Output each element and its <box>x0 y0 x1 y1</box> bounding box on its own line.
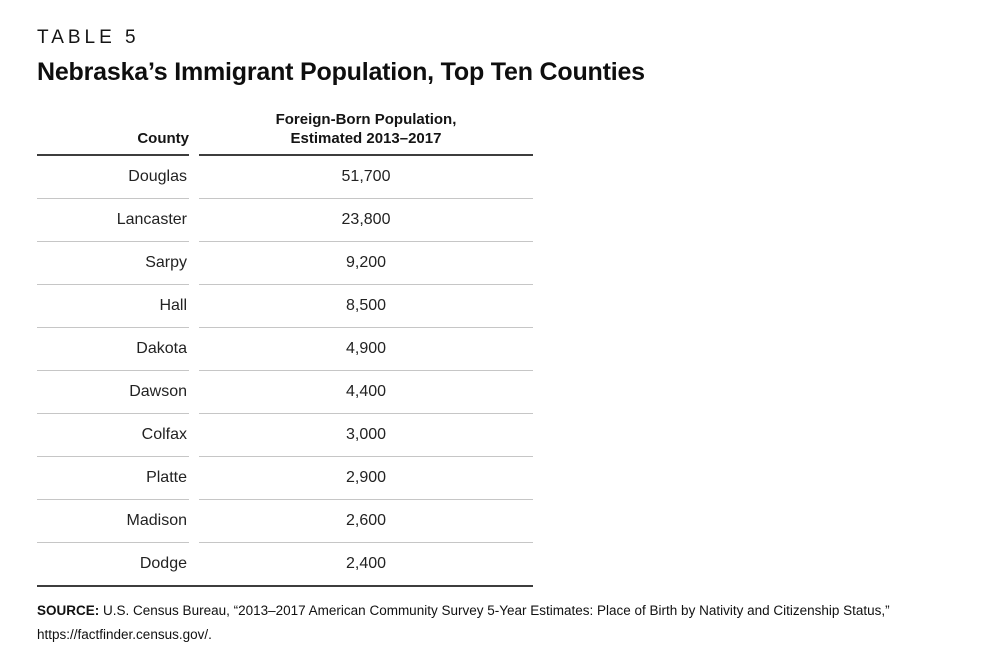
table-number-kicker: TABLE 5 <box>37 27 140 48</box>
county-cell: Sarpy <box>37 242 189 285</box>
value-cell: 4,900 <box>199 328 533 371</box>
table-row: Colfax 3,000 <box>37 414 533 457</box>
column-header-population: Foreign-Born Population, Estimated 2013–… <box>199 110 533 156</box>
value-cell: 23,800 <box>199 199 533 242</box>
table-row: Lancaster 23,800 <box>37 199 533 242</box>
column-header-county: County <box>37 110 189 156</box>
table-bottom-rule <box>37 584 533 587</box>
source-label: SOURCE: <box>37 602 100 618</box>
source-text-line2: https://factfinder.census.gov/. <box>37 626 212 642</box>
table-row: Dakota 4,900 <box>37 328 533 371</box>
value-cell: 3,000 <box>199 414 533 457</box>
value-cell: 2,600 <box>199 500 533 543</box>
table-row: Dawson 4,400 <box>37 371 533 414</box>
table-row: Madison 2,600 <box>37 500 533 543</box>
county-cell: Madison <box>37 500 189 543</box>
county-cell: Colfax <box>37 414 189 457</box>
value-cell: 2,400 <box>345 554 387 572</box>
table-row: Hall 8,500 <box>37 285 533 328</box>
county-cell: Hall <box>37 285 189 328</box>
county-cell: Douglas <box>37 156 189 199</box>
value-cell: 9,200 <box>199 242 533 285</box>
county-cell: Dawson <box>37 371 189 414</box>
county-cell: Dodge <box>139 554 187 572</box>
column-header-population-line2: Estimated 2013–2017 <box>290 130 442 147</box>
column-header-population-text: Foreign-Born Population, Estimated 2013–… <box>276 110 457 149</box>
table-row: Dodge 2,400 <box>37 543 533 585</box>
table-title: Nebraska’s Immigrant Population, Top Ten… <box>37 58 645 86</box>
source-note: SOURCE: U.S. Census Bureau, “2013–2017 A… <box>37 599 972 648</box>
table-row: Douglas 51,700 <box>37 156 533 199</box>
value-cell: 51,700 <box>199 156 533 199</box>
county-cell: Platte <box>37 457 189 500</box>
county-cell: Dakota <box>37 328 189 371</box>
value-cell: 4,400 <box>199 371 533 414</box>
value-cell: 8,500 <box>199 285 533 328</box>
data-table: County Foreign-Born Population, Estimate… <box>37 110 533 587</box>
table-row: Platte 2,900 <box>37 457 533 500</box>
county-cell: Lancaster <box>37 199 189 242</box>
column-header-population-line1: Foreign-Born Population, <box>275 110 457 128</box>
source-text-line1: U.S. Census Bureau, “2013–2017 American … <box>103 602 890 618</box>
table-header-row: County Foreign-Born Population, Estimate… <box>37 110 533 156</box>
table-row: Sarpy 9,200 <box>37 242 533 285</box>
value-cell: 2,900 <box>199 457 533 500</box>
